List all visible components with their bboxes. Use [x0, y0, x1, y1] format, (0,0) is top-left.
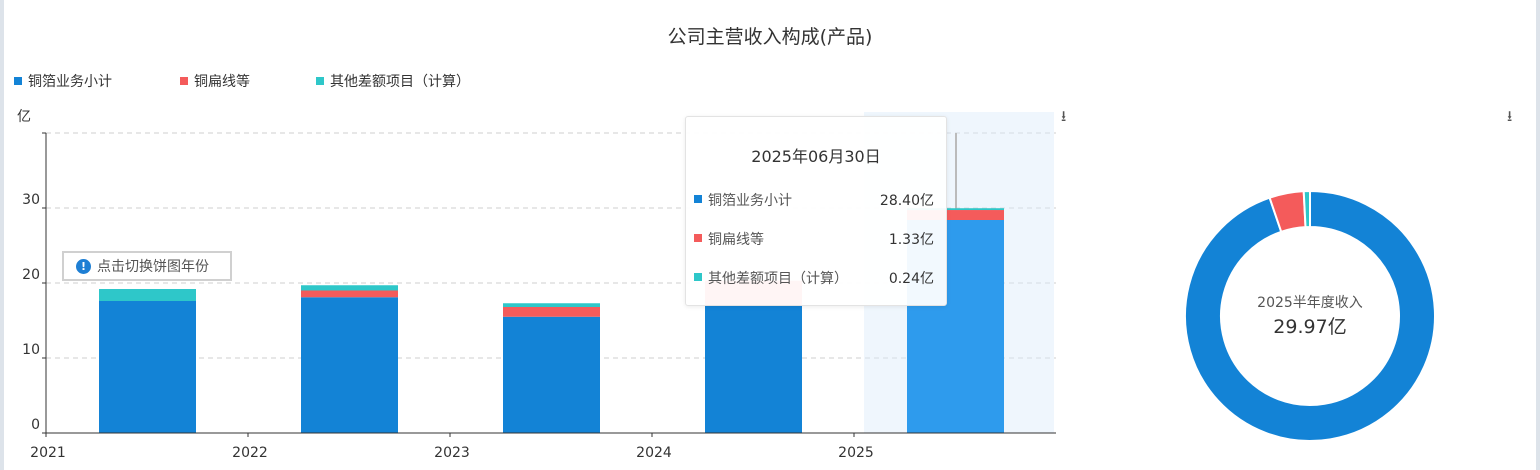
bar-2025年06月30日-series-1[interactable] — [907, 210, 1004, 220]
donut-center-value: 29.97亿 — [1273, 316, 1346, 338]
switch-pie-year-label: 点击切换饼图年份 — [97, 259, 209, 275]
x-tick-label: 2022 — [232, 445, 268, 461]
legend-swatch-copper-foil — [14, 77, 22, 85]
y-tick-label: 0 — [31, 417, 40, 433]
tooltip-name-other: 其他差额项目（计算） — [708, 271, 848, 287]
tooltip-date: 2025年06月30日 — [751, 147, 881, 166]
bar-2025年06月30日-series-2[interactable] — [907, 208, 1004, 211]
bar-2022-series-1[interactable] — [301, 290, 398, 298]
bar-chart-download-icon[interactable]: ⭳ — [1061, 107, 1067, 125]
y-axis-unit: 亿 — [17, 109, 31, 125]
tooltip-swatch-other — [694, 273, 702, 281]
legend-item-flat-wire[interactable]: 铜扁线等 — [180, 71, 250, 91]
tooltip-row-flat-wire: 铜扁线等 1.33亿 — [694, 229, 934, 248]
tooltip-name-flat-wire: 铜扁线等 — [708, 232, 764, 248]
legend-item-copper-foil[interactable]: 铜箔业务小计 — [14, 71, 112, 91]
tooltip-value-other: 0.24亿 — [888, 271, 934, 287]
donut-slice-2[interactable] — [1302, 189, 1311, 229]
pie-chart-download-icon[interactable]: ⭳ — [1507, 107, 1513, 125]
tooltip-row-copper-foil: 铜箔业务小计 28.40亿 — [694, 190, 934, 209]
switch-pie-year-button[interactable]: ! 点击切换饼图年份 — [62, 251, 232, 281]
tooltip-value-flat-wire: 1.33亿 — [888, 232, 934, 248]
legend-item-other[interactable]: 其他差额项目（计算） — [316, 71, 470, 91]
bar-2021-series-0[interactable] — [99, 301, 196, 433]
x-tick-label: 2023 — [434, 445, 470, 461]
tooltip-swatch-copper-foil — [694, 195, 702, 203]
bar-2022-series-0[interactable] — [301, 297, 398, 433]
donut-center-label: 2025半年度收入 — [1257, 295, 1363, 311]
legend-label-other: 其他差额项目（计算） — [330, 74, 470, 90]
bar-2023-series-1[interactable] — [503, 307, 600, 317]
x-tick-label: 2021 — [30, 445, 66, 461]
y-tick-label: 30 — [22, 192, 40, 208]
tooltip-name-copper-foil: 铜箔业务小计 — [708, 193, 792, 209]
info-icon: ! — [76, 258, 91, 274]
left-frame-edge — [0, 0, 4, 470]
x-tick-label: 2025 — [838, 445, 874, 461]
tooltip-row-other: 其他差额项目（计算） 0.24亿 — [694, 268, 934, 287]
legend-label-flat-wire: 铜扁线等 — [194, 74, 250, 90]
chart-title: 公司主营收入构成(产品) — [667, 26, 873, 48]
y-tick-label: 20 — [22, 267, 40, 283]
tooltip: 2025年06月30日 铜箔业务小计 28.40亿 铜扁线等 1.33亿 其他差… — [685, 116, 947, 306]
tooltip-swatch-flat-wire — [694, 234, 702, 242]
legend-label-copper-foil: 铜箔业务小计 — [28, 74, 112, 90]
donut-chart: 2025半年度收入 29.97亿 — [1184, 189, 1436, 442]
bar-2021-series-2[interactable] — [99, 289, 196, 301]
legend-swatch-other — [316, 77, 324, 85]
right-frame-edge — [1536, 0, 1540, 470]
bar-2023-series-2[interactable] — [503, 303, 600, 307]
donut-slice-0[interactable] — [1184, 189, 1436, 442]
bar-2022-series-2[interactable] — [301, 285, 398, 291]
x-tick-label: 2024 — [636, 445, 672, 461]
tooltip-value-copper-foil: 28.40亿 — [879, 193, 934, 209]
y-tick-label: 10 — [22, 342, 40, 358]
bar-2023-series-0[interactable] — [503, 316, 600, 433]
legend-swatch-flat-wire — [180, 77, 188, 85]
bar-2024-series-0[interactable] — [705, 305, 802, 434]
